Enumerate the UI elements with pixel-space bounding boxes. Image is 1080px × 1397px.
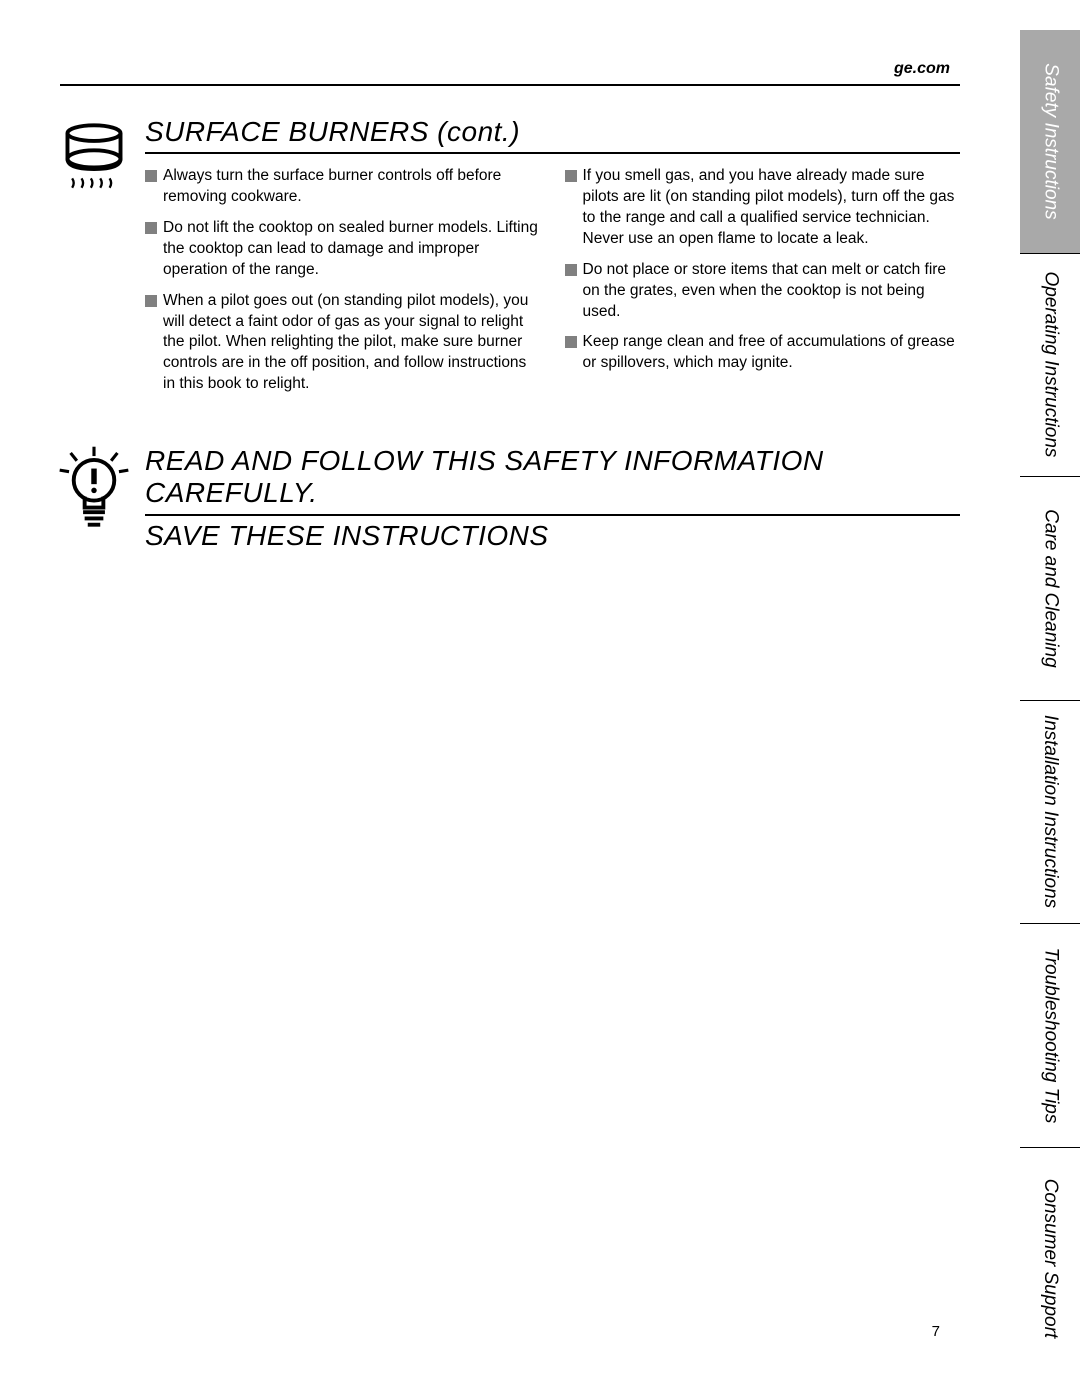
bullet-item: Do not lift the cooktop on sealed burner…	[145, 218, 541, 281]
tab-label: Installation Instructions	[1040, 715, 1061, 908]
page-content: ge.com SURFACE BURNERS (cont.) Always tu…	[60, 60, 960, 1350]
bullet-square-icon	[565, 336, 577, 348]
section1-col2: If you smell gas, and you have already m…	[565, 166, 961, 405]
tab-label: Care and Cleaning	[1040, 509, 1061, 667]
section-surface-burners: SURFACE BURNERS (cont.) Always turn the …	[60, 116, 960, 405]
bullet-item: Always turn the surface burner controls …	[145, 166, 541, 208]
bullet-text: Do not lift the cooktop on sealed burner…	[163, 218, 541, 281]
bullet-text: When a pilot goes out (on standing pilot…	[163, 291, 541, 396]
bullet-item: Do not place or store items that can mel…	[565, 260, 961, 323]
section1-title: SURFACE BURNERS (cont.)	[145, 116, 960, 154]
tab-care-cleaning[interactable]: Care and Cleaning	[1020, 476, 1080, 700]
tab-safety-instructions[interactable]: Safety Instructions	[1020, 30, 1080, 253]
save-instructions: SAVE THESE INSTRUCTIONS	[145, 514, 960, 552]
top-rule	[60, 84, 960, 86]
bullet-square-icon	[145, 170, 157, 182]
warning-icon	[55, 445, 135, 540]
section1-columns: Always turn the surface burner controls …	[145, 166, 960, 405]
section1-col1: Always turn the surface burner controls …	[145, 166, 541, 405]
bullet-item: When a pilot goes out (on standing pilot…	[145, 291, 541, 396]
section2-title-line1: READ AND FOLLOW THIS SAFETY INFORMATION	[145, 445, 960, 477]
section2-title-line2: CAREFULLY.	[145, 477, 960, 509]
tab-label: Operating Instructions	[1040, 272, 1061, 458]
section-safety-info: READ AND FOLLOW THIS SAFETY INFORMATION …	[60, 445, 960, 551]
bullet-square-icon	[565, 264, 577, 276]
tab-label: Consumer Support	[1040, 1179, 1061, 1338]
tab-label: Troubleshooting Tips	[1040, 947, 1061, 1123]
bullet-item: If you smell gas, and you have already m…	[565, 166, 961, 250]
side-tabs: Safety Instructions Operating Instructio…	[1020, 30, 1080, 1370]
bullet-text: Always turn the surface burner controls …	[163, 166, 541, 208]
bullet-item: Keep range clean and free of accumulatio…	[565, 332, 961, 374]
section2-body: READ AND FOLLOW THIS SAFETY INFORMATION …	[145, 445, 960, 551]
bullet-square-icon	[145, 295, 157, 307]
bullet-text: Do not place or store items that can mel…	[583, 260, 961, 323]
page-number: 7	[932, 1323, 940, 1340]
tab-installation-instructions[interactable]: Installation Instructions	[1020, 700, 1080, 924]
tab-consumer-support[interactable]: Consumer Support	[1020, 1147, 1080, 1371]
bullet-text: If you smell gas, and you have already m…	[583, 166, 961, 250]
bullet-square-icon	[145, 222, 157, 234]
bullet-text: Keep range clean and free of accumulatio…	[583, 332, 961, 374]
pot-icon	[55, 116, 135, 199]
tab-troubleshooting-tips[interactable]: Troubleshooting Tips	[1020, 923, 1080, 1147]
tab-label: Safety Instructions	[1040, 63, 1061, 219]
bullet-square-icon	[565, 170, 577, 182]
tab-operating-instructions[interactable]: Operating Instructions	[1020, 253, 1080, 477]
header-url: ge.com	[60, 60, 960, 78]
section1-body: SURFACE BURNERS (cont.) Always turn the …	[145, 116, 960, 405]
